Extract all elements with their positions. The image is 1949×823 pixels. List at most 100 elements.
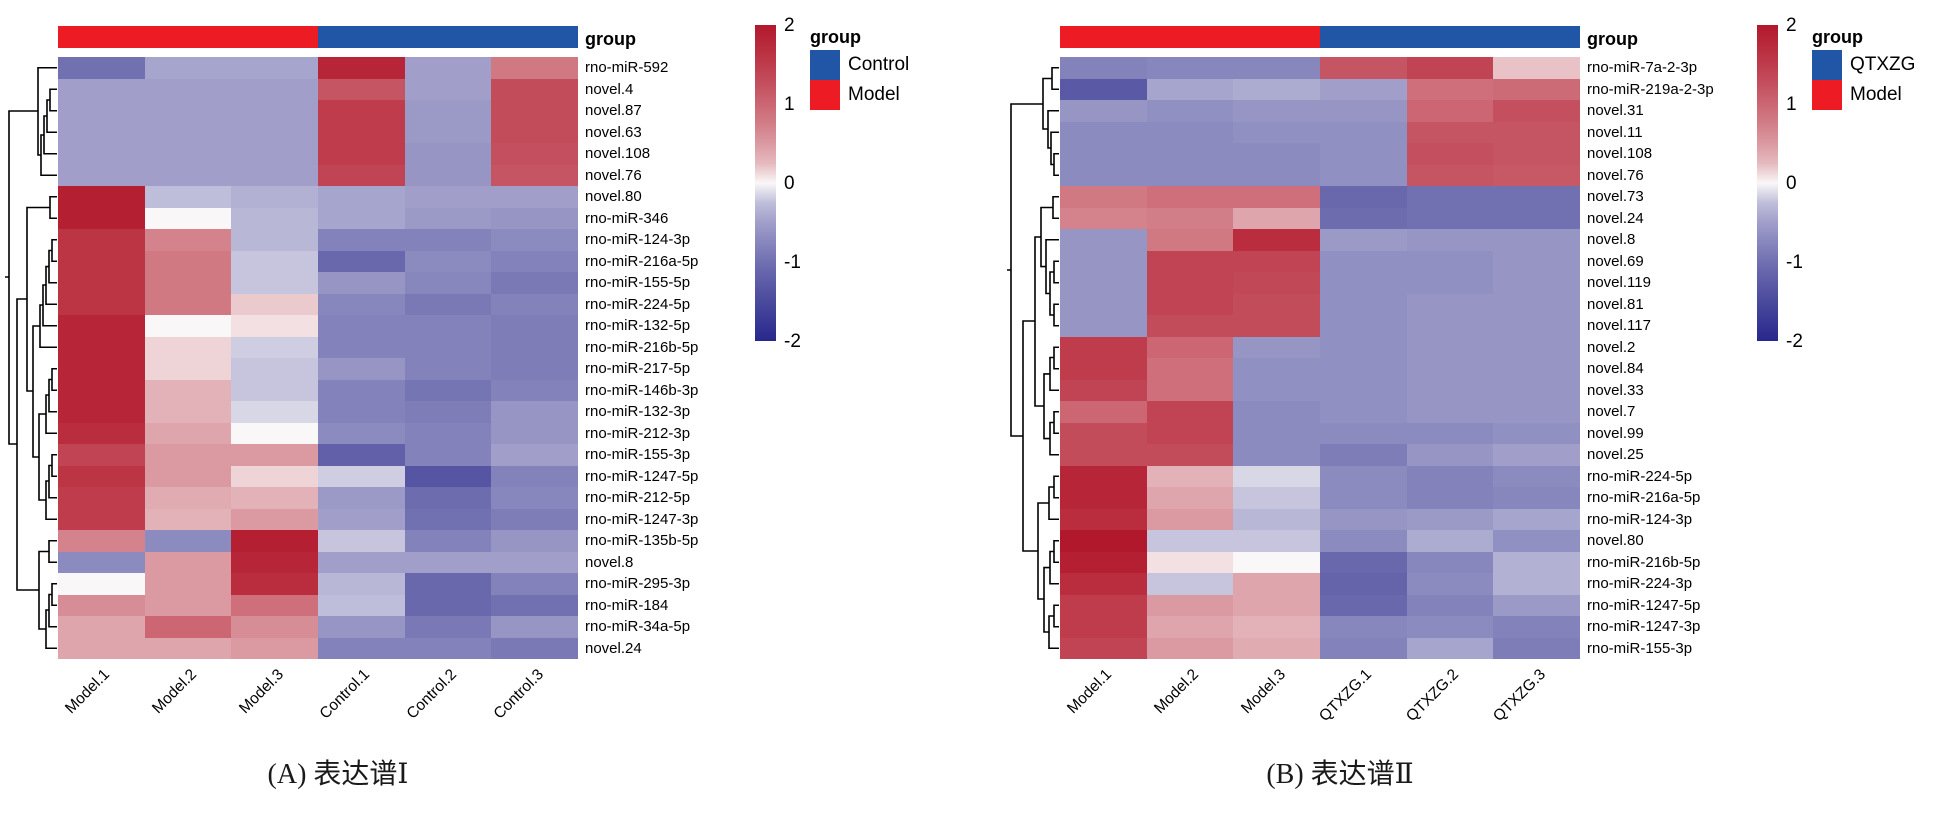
- row-label: novel.119: [1587, 274, 1651, 291]
- heatmap-cell: [491, 186, 578, 208]
- row-label: rno-miR-346: [585, 209, 669, 227]
- heatmap-cell: [1060, 379, 1147, 401]
- heatmap-cell: [491, 121, 578, 143]
- colorbar-tick-label: -2: [1786, 331, 1803, 352]
- heatmap-cell: [1146, 594, 1234, 616]
- colorbar-tick-label: -1: [1786, 252, 1803, 273]
- heatmap-cell: [1060, 229, 1147, 251]
- heatmap-cell: [404, 422, 492, 444]
- heatmap-cell: [1493, 444, 1580, 466]
- heatmap-cell: [144, 293, 232, 315]
- row-label: novel.108: [1587, 145, 1653, 162]
- row-label: novel.25: [1587, 446, 1644, 463]
- row-label: novel.80: [1587, 532, 1644, 549]
- heatmap-cell: [317, 57, 405, 79]
- heatmap-cell: [317, 487, 405, 509]
- heatmap-cell: [1406, 57, 1494, 79]
- heatmap-cell: [1493, 379, 1580, 401]
- heatmap-cell: [231, 444, 318, 466]
- row-label: novel.7: [1587, 403, 1636, 420]
- heatmap-cell: [1060, 100, 1147, 122]
- heatmap-cell: [144, 358, 232, 380]
- heatmap-cell: [144, 121, 232, 143]
- heatmap-cell: [1406, 272, 1494, 294]
- heatmap-cell: [231, 164, 318, 186]
- heatmap-grid: [58, 57, 578, 659]
- heatmap-cell: [317, 530, 405, 552]
- heatmap-cell: [231, 272, 318, 294]
- row-label: rno-miR-34a-5p: [585, 618, 691, 635]
- heatmap-cell: [1233, 551, 1320, 573]
- heatmap-cell: [144, 100, 232, 122]
- annotation-segment-qtxzg: [1320, 26, 1580, 48]
- column-label: Model.2: [1150, 666, 1203, 718]
- row-label: novel.33: [1587, 381, 1644, 399]
- legend-swatch-qtxzg: [1812, 50, 1842, 80]
- heatmap-cell: [58, 358, 145, 380]
- heatmap-cell: [1146, 444, 1234, 466]
- heatmap-cell: [1146, 315, 1234, 337]
- heatmap-cell: [491, 100, 578, 122]
- heatmap-cell: [1319, 229, 1407, 251]
- heatmap-cell: [1319, 465, 1407, 487]
- heatmap-cell: [1233, 637, 1320, 659]
- row-label: rno-miR-155-3p: [1587, 639, 1693, 657]
- row-label: novel.8: [1587, 231, 1636, 248]
- heatmap-cell: [144, 272, 232, 294]
- heatmap-cell: [231, 57, 318, 79]
- heatmap-cell: [1319, 57, 1407, 79]
- heatmap-cell: [1233, 207, 1320, 229]
- heatmap-cell: [144, 616, 232, 638]
- heatmap-cell: [1233, 465, 1320, 487]
- heatmap-cell: [58, 164, 145, 186]
- heatmap-cell: [1233, 422, 1320, 444]
- heatmap-cell: [1493, 594, 1580, 616]
- heatmap-cell: [144, 186, 232, 208]
- heatmap-cell: [491, 422, 578, 444]
- heatmap-cell: [404, 379, 492, 401]
- heatmap-cell: [144, 379, 232, 401]
- column-label: Model.1: [1064, 666, 1116, 718]
- row-label: novel.4: [585, 80, 634, 98]
- heatmap-cell: [1406, 573, 1494, 595]
- row-label: rno-miR-1247-5p: [585, 467, 699, 485]
- heatmap-cell: [1493, 422, 1580, 444]
- heatmap-cell: [491, 444, 578, 466]
- row-label: novel.73: [1587, 188, 1644, 205]
- heatmap-grid: [1060, 57, 1580, 659]
- legend-label-model: Model: [848, 84, 900, 105]
- legend-swatch-model: [1812, 80, 1842, 110]
- heatmap-cell: [1406, 121, 1494, 143]
- heatmap-cell: [1060, 573, 1147, 595]
- heatmap-cell: [491, 336, 578, 358]
- heatmap-cell: [1233, 272, 1320, 294]
- heatmap-cell: [1319, 315, 1407, 337]
- heatmap-cell: [231, 465, 318, 487]
- row-label: novel.80: [585, 188, 642, 205]
- heatmap-cell: [144, 164, 232, 186]
- heatmap-cell: [317, 143, 405, 165]
- heatmap-cell: [144, 551, 232, 573]
- row-label-list: rno-miR-592 novel.4 novel.87 novel.63 novel.…: [585, 57, 735, 659]
- heatmap-cell: [404, 229, 492, 251]
- heatmap-cell: [58, 444, 145, 466]
- heatmap-cell: [404, 272, 492, 294]
- heatmap-cell: [1146, 207, 1234, 229]
- heatmap-cell: [1146, 186, 1234, 208]
- column-label: Control.3: [490, 666, 547, 723]
- heatmap-cell: [58, 229, 145, 251]
- heatmap-cell: [317, 293, 405, 315]
- heatmap-cell: [1060, 358, 1147, 380]
- annotation-bar-title: group: [1587, 29, 1638, 49]
- heatmap-cell: [1146, 422, 1234, 444]
- heatmap-cell: [58, 422, 145, 444]
- heatmap-cell: [1493, 143, 1580, 165]
- heatmap-cell: [404, 78, 492, 100]
- heatmap-cell: [1406, 401, 1494, 423]
- heatmap-cell: [404, 336, 492, 358]
- heatmap-cell: [1406, 315, 1494, 337]
- heatmap-cell: [1233, 293, 1320, 315]
- heatmap-cell: [58, 594, 145, 616]
- colorbar-gradient: [755, 25, 776, 341]
- heatmap-cell: [317, 573, 405, 595]
